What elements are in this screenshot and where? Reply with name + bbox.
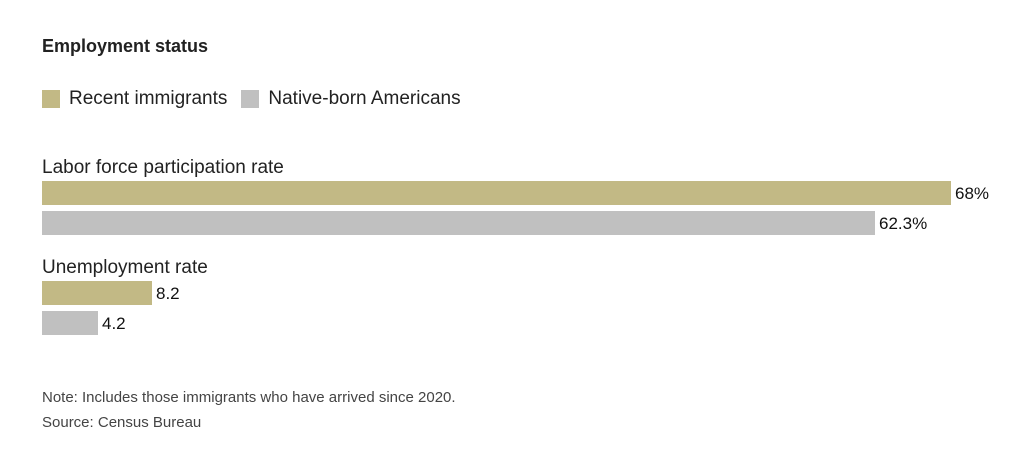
value-label-labor-force-recent-immigrants: 68% (955, 184, 990, 203)
bar-labor-force-native-born (42, 211, 875, 235)
legend-label-recent-immigrants: Recent immigrants (69, 88, 228, 109)
bar-unemployment-native-born (42, 311, 98, 335)
legend-label-native-born: Native-born Americans (268, 88, 461, 109)
chart-title: Employment status (42, 36, 209, 56)
bar-labor-force-recent-immigrants (42, 181, 951, 205)
legend: Recent immigrants Native-born Americans (42, 88, 475, 110)
value-label-unemployment-native-born: 4.2 (102, 314, 126, 333)
bar-unemployment-recent-immigrants (42, 281, 152, 305)
legend-swatch-recent-immigrants (42, 90, 60, 108)
legend-item-recent-immigrants: Recent immigrants (42, 88, 227, 110)
legend-swatch-native-born (241, 90, 260, 108)
category-label-unemployment: Unemployment rate (42, 257, 208, 278)
chart-source: Source: Census Bureau (42, 414, 202, 431)
chart-note: Note: Includes those immigrants who have… (42, 389, 456, 406)
value-label-labor-force-native-born: 62.3% (879, 214, 928, 233)
legend-item-native-born: Native-born Americans (241, 88, 461, 110)
value-label-unemployment-recent-immigrants: 8.2 (156, 284, 180, 303)
category-label-labor-force: Labor force participation rate (42, 157, 284, 178)
